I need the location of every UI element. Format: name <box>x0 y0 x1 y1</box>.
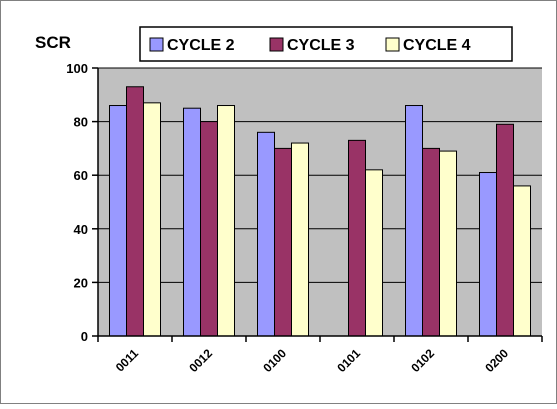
y-tick-label: 40 <box>74 222 88 237</box>
bar <box>348 139 366 337</box>
bar <box>183 107 201 337</box>
bar <box>496 123 514 337</box>
bar <box>365 169 383 337</box>
legend-label: CYCLE 4 <box>403 37 471 54</box>
legend-label: CYCLE 3 <box>287 37 355 54</box>
bar <box>109 105 127 337</box>
bar <box>200 121 218 337</box>
bar <box>217 105 235 337</box>
bars <box>109 86 531 337</box>
bar <box>291 142 309 337</box>
plot-background <box>98 68 542 336</box>
legend: CYCLE 2 CYCLE 3 CYCLE 4 <box>139 26 513 62</box>
legend-box <box>139 26 513 62</box>
y-tick-label: 100 <box>66 61 88 76</box>
bar <box>405 105 423 337</box>
legend-swatch <box>149 37 164 52</box>
y-tick-label: 80 <box>74 115 88 130</box>
y-axis-title: SCR <box>35 33 71 52</box>
bar <box>479 172 497 337</box>
bar <box>422 147 440 337</box>
bar <box>513 185 531 337</box>
y-tick-label: 20 <box>74 275 88 290</box>
bar <box>257 131 275 337</box>
plot-area <box>98 67 542 336</box>
legend-swatch <box>269 37 284 52</box>
y-tick-label: 60 <box>74 168 88 183</box>
bar <box>126 86 144 337</box>
legend-swatch <box>385 37 400 52</box>
y-tick-label: 0 <box>81 329 88 344</box>
bar <box>143 102 161 337</box>
bar <box>439 150 457 337</box>
bar <box>274 147 292 337</box>
legend-label: CYCLE 2 <box>167 37 235 54</box>
